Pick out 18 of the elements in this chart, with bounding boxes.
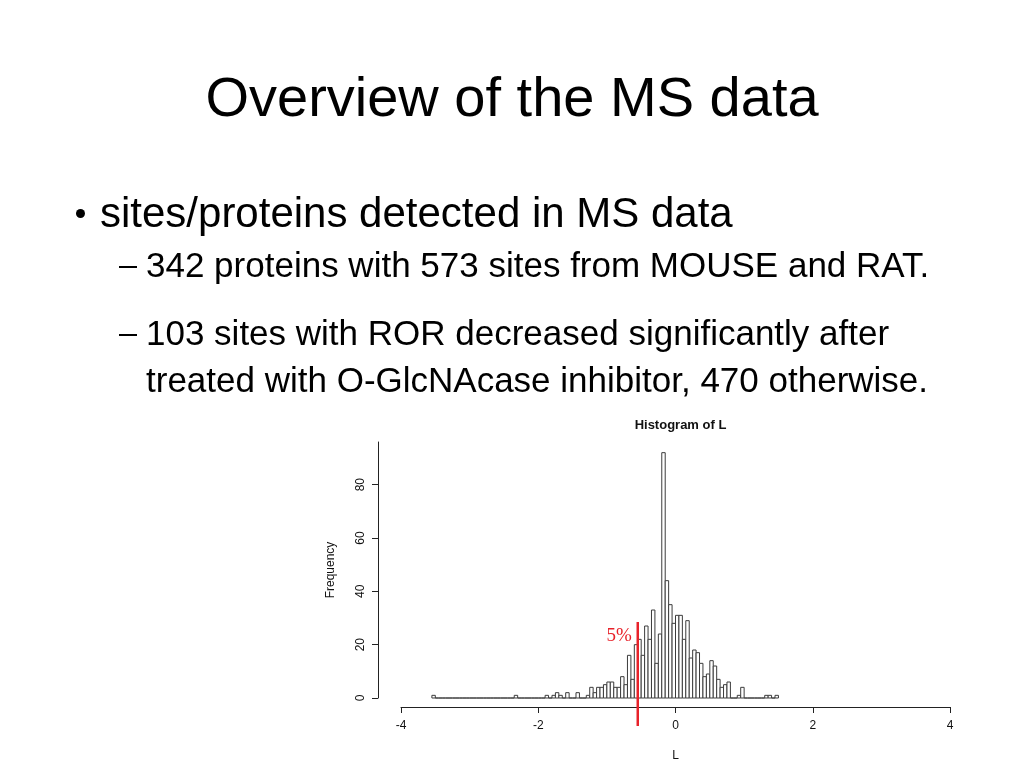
chart-title: Overview of the MS data <box>204 64 820 130</box>
x-tick-label: 2 <box>809 718 817 732</box>
text: 342 proteins with 573 sites from MOUSE and RAT. <box>146 245 930 284</box>
chart-subtitle: Histogram of L <box>634 417 727 432</box>
x-tick-label: -2 <box>532 718 544 732</box>
text: 103 sites with ROR decreased significantly after treated with O-GlcNAcase inhibitor, 470 otherwise. <box>146 313 929 399</box>
y-tick-label: 0 <box>353 694 367 702</box>
y-axis-title: Frequency <box>323 541 337 599</box>
x-tick-label: -4 <box>395 718 407 732</box>
y-tick-label: 60 <box>353 531 367 545</box>
y-tick-label: 40 <box>353 584 367 599</box>
y-tick-label: 80 <box>353 477 367 492</box>
x-tick-label: 4 <box>946 718 954 732</box>
y-tick-label: 20 <box>353 637 367 652</box>
x-axis-title: L <box>672 748 680 762</box>
annotation: 5% <box>606 623 632 645</box>
x-tick-label: 0 <box>672 718 680 732</box>
text: sites/proteins detected in MS data <box>100 189 733 236</box>
